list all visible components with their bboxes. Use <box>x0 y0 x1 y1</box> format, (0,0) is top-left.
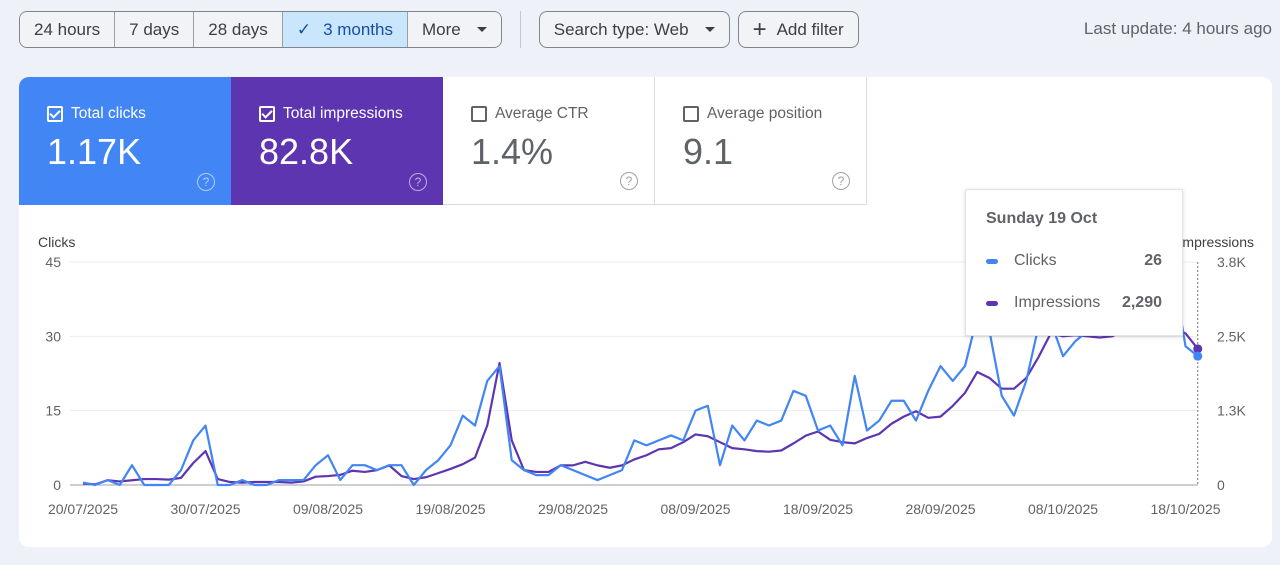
hover-point-impressions <box>1193 344 1203 354</box>
metric-average-position[interactable]: Average position 9.1 ? <box>655 77 867 205</box>
caret-down-icon <box>476 27 487 32</box>
x-tick-label: 08/09/2025 <box>660 501 730 517</box>
left-tick-label: 0 <box>53 477 61 493</box>
x-tick-label: 18/09/2025 <box>783 501 853 517</box>
checkbox-unchecked-icon[interactable] <box>471 106 487 122</box>
chart-tooltip: Sunday 19 Oct Clicks 26 Impressions 2,290 <box>965 189 1183 336</box>
last-update: Last update: 4 hours ago <box>1083 19 1272 38</box>
divider <box>519 11 521 48</box>
clicks-legend-icon <box>986 258 998 264</box>
search-type-button[interactable]: Search type: Web <box>538 11 730 48</box>
x-tick-label: 30/07/2025 <box>170 501 240 517</box>
series-line-clicks <box>82 260 1199 487</box>
series-line-impressions <box>82 320 1199 486</box>
metric-total-impressions[interactable]: Total impressions 82.8K ? <box>231 77 443 205</box>
right-tick-label: 2.5K <box>1217 328 1246 344</box>
x-tick-label: 28/09/2025 <box>905 501 975 517</box>
toolbar: 24 hours 7 days 28 days ✓ 3 months More S… <box>19 11 867 48</box>
range-3-months[interactable]: ✓ 3 months <box>282 12 408 47</box>
date-range-selector: 24 hours 7 days 28 days ✓ 3 months More <box>19 11 502 48</box>
range-7-days[interactable]: 7 days <box>115 12 195 47</box>
help-icon[interactable]: ? <box>197 173 215 191</box>
x-tick-label: 09/08/2025 <box>293 501 363 517</box>
left-tick-label: 45 <box>45 254 61 270</box>
metric-value: 1.17K <box>47 131 142 172</box>
help-icon[interactable]: ? <box>409 173 427 191</box>
right-tick-label: 0 <box>1217 477 1225 493</box>
range-label: 3 months <box>323 19 393 39</box>
x-tick-label: 29/08/2025 <box>538 501 608 517</box>
left-tick-label: 15 <box>45 403 61 419</box>
checkbox-checked-icon[interactable] <box>47 106 63 122</box>
metric-value: 82.8K <box>259 131 354 172</box>
metric-average-ctr[interactable]: Average CTR 1.4% ? <box>443 77 655 205</box>
x-tick-label: 18/10/2025 <box>1150 501 1220 517</box>
metric-label: Total impressions <box>283 105 403 122</box>
tooltip-label: Impressions <box>1014 294 1101 311</box>
tooltip-value: 26 <box>1144 252 1162 269</box>
add-filter-label: Add filter <box>776 19 844 39</box>
checkbox-unchecked-icon[interactable] <box>683 106 699 122</box>
x-tick-label: 20/07/2025 <box>48 501 118 517</box>
tooltip-row-impressions: Impressions 2,290 <box>986 294 1162 312</box>
right-tick-label: 1.3K <box>1217 403 1246 419</box>
right-tick-label: 3.8K <box>1217 254 1246 270</box>
metric-value: 1.4% <box>471 131 554 172</box>
range-more[interactable]: More <box>408 12 501 47</box>
tooltip-value: 2,290 <box>1121 294 1162 311</box>
help-icon[interactable]: ? <box>832 172 850 190</box>
help-icon[interactable]: ? <box>620 172 638 190</box>
impressions-legend-icon <box>986 300 998 306</box>
metric-label: Total clicks <box>71 105 146 122</box>
left-axis-label: Clicks <box>38 234 75 250</box>
hover-point-clicks <box>1193 351 1203 361</box>
more-label: More <box>422 19 461 39</box>
caret-down-icon <box>704 27 715 32</box>
add-filter-button[interactable]: + Add filter <box>737 11 859 48</box>
left-tick-label: 30 <box>45 328 61 344</box>
tooltip-label: Clicks <box>1014 252 1057 269</box>
range-28-days[interactable]: 28 days <box>194 12 283 47</box>
tooltip-row-clicks: Clicks 26 <box>986 252 1162 270</box>
x-tick-label: 08/10/2025 <box>1028 501 1098 517</box>
metric-label: Average position <box>707 105 823 122</box>
checkbox-checked-icon[interactable] <box>259 106 275 122</box>
check-icon: ✓ <box>296 19 312 39</box>
x-tick-label: 19/08/2025 <box>415 501 485 517</box>
metric-value: 9.1 <box>683 131 734 172</box>
range-24-hours[interactable]: 24 hours <box>20 12 116 47</box>
tooltip-date: Sunday 19 Oct <box>986 210 1098 227</box>
search-type-label: Search type: Web <box>553 19 689 39</box>
right-axis-label: Impressions <box>1179 234 1254 250</box>
metric-label: Average CTR <box>495 105 589 122</box>
plus-icon: + <box>752 15 767 43</box>
metric-total-clicks[interactable]: Total clicks 1.17K ? <box>19 77 231 205</box>
